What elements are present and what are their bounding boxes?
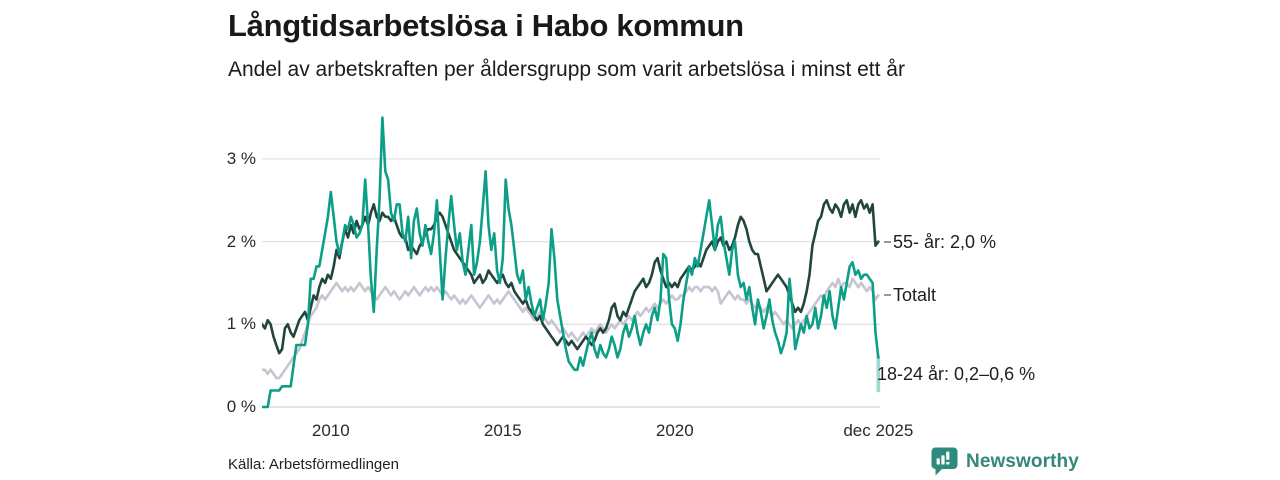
brand-name: Newsworthy xyxy=(966,450,1079,472)
brand-logo: Newsworthy xyxy=(931,447,1079,476)
series-end-label-totalt: Totalt xyxy=(893,285,937,306)
series-line-age55plus xyxy=(260,199,880,355)
series-end-label-age55plus: 55- år: 2,0 % xyxy=(893,231,997,252)
plot-area xyxy=(260,110,882,417)
x-axis-tick-dec-2025: dec 2025 xyxy=(843,421,914,440)
label-tick-dash-age55plus xyxy=(884,240,891,243)
series-line-totalt xyxy=(260,277,880,380)
chart-subtitle: Andel av arbetskraften per åldersgrupp s… xyxy=(228,58,905,81)
series-end-label-age18to24: 18-24 år: 0,2–0,6 % xyxy=(877,363,1036,384)
y-axis-tick-2: 2 % xyxy=(226,231,256,251)
newsworthy-chart-bubble-icon xyxy=(931,447,958,476)
y-axis-tick-0: 0 % xyxy=(226,397,256,416)
label-tick-dash-totalt xyxy=(884,294,891,297)
y-axis-tick-1: 1 % xyxy=(226,314,256,334)
line-chart-svg xyxy=(260,116,881,409)
x-axis-tick-2010: 2010 xyxy=(311,421,350,440)
x-axis-tick-2020: 2020 xyxy=(655,421,694,440)
chart-title: Långtidsarbetslösa i Habo kommun xyxy=(228,8,744,43)
source-attribution: Källa: Arbetsförmedlingen xyxy=(228,456,399,473)
series-line-age18to24 xyxy=(260,116,880,409)
x-axis-tick-2015: 2015 xyxy=(483,421,522,440)
y-axis-tick-3: 3 % xyxy=(226,148,256,168)
